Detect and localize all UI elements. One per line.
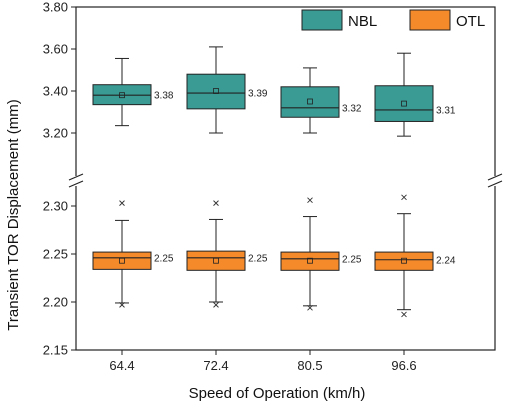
box-nbl-72.4: 3.39 bbox=[186, 46, 268, 134]
mean-marker bbox=[307, 98, 313, 105]
y-tick-label: 3.20 bbox=[43, 126, 68, 141]
axis-break-mark-left bbox=[68, 173, 84, 181]
x-axis-title: Speed of Operation (km/h) bbox=[189, 385, 366, 402]
x-axis: 64.4 72.4 80.5 96.6 bbox=[109, 350, 417, 373]
outlier-marker bbox=[401, 194, 407, 201]
y-tick-label: 2.30 bbox=[43, 199, 68, 214]
mean-marker bbox=[213, 88, 219, 94]
outlier-marker bbox=[307, 197, 313, 204]
box-body bbox=[92, 251, 152, 270]
median-data-label: 2.25 bbox=[154, 253, 174, 264]
outlier-marker bbox=[307, 304, 313, 311]
mean-marker bbox=[119, 257, 125, 264]
outlier-marker bbox=[119, 302, 125, 308]
upper-y-axis: 3.20 3.40 3.60 3.80 bbox=[43, 0, 76, 141]
y-tick-label: 3.60 bbox=[43, 42, 68, 57]
axis-break-gap-right bbox=[488, 176, 502, 186]
mean-marker bbox=[401, 257, 407, 264]
median-data-label: 3.38 bbox=[154, 91, 174, 102]
lower-y-axis: 2.15 2.20 2.25 2.30 bbox=[43, 199, 76, 358]
legend-swatch bbox=[409, 9, 451, 31]
mean-marker bbox=[119, 92, 125, 99]
median-data-label: 3.32 bbox=[342, 103, 362, 114]
y-tick-label: 3.40 bbox=[43, 84, 68, 99]
box-otl-72.4: 2.25 bbox=[186, 200, 268, 308]
axis-break-gap-left bbox=[69, 176, 83, 186]
mean-marker bbox=[401, 100, 407, 107]
axis-break-mark-left bbox=[68, 180, 84, 188]
box-body bbox=[374, 251, 434, 271]
legend-swatch bbox=[301, 9, 343, 31]
outlier-marker bbox=[213, 200, 219, 206]
series-otl: 2.25 2.25 2.25 2.24 bbox=[92, 194, 456, 318]
box-body bbox=[186, 250, 246, 271]
x-tick-label: 96.6 bbox=[391, 358, 416, 373]
box-body bbox=[374, 85, 434, 122]
x-tick-label: 72.4 bbox=[203, 358, 228, 373]
y-tick-label: 3.80 bbox=[43, 0, 68, 15]
median-data-label: 2.24 bbox=[436, 255, 456, 266]
outlier-marker bbox=[119, 200, 125, 206]
legend: NBL OTL bbox=[301, 9, 485, 31]
median-data-label: 2.25 bbox=[342, 254, 362, 265]
legend-entry-otl: OTL bbox=[409, 9, 485, 31]
box-otl-96.6: 2.24 bbox=[374, 194, 456, 318]
box-nbl-80.5: 3.32 bbox=[280, 67, 362, 134]
box-nbl-96.6: 3.31 bbox=[374, 52, 456, 137]
outlier-marker bbox=[401, 311, 407, 318]
plot-border bbox=[75, 6, 496, 351]
legend-label: NBL bbox=[348, 13, 377, 30]
median-data-label: 3.31 bbox=[436, 105, 456, 116]
axis-break-mark-right bbox=[487, 180, 503, 188]
legend-entry-nbl: NBL bbox=[301, 9, 377, 31]
box-series: 3.38 3.39 3.32 3.31 2.25 2.25 2.25 2.24 bbox=[92, 46, 456, 318]
box-otl-64.4: 2.25 bbox=[92, 200, 174, 308]
median-data-label: 2.25 bbox=[248, 253, 268, 264]
legend-label: OTL bbox=[456, 13, 485, 30]
box-body bbox=[280, 251, 340, 271]
y-axis-title: Transient TOR Displacement (mm) bbox=[5, 99, 22, 330]
box-otl-80.5: 2.25 bbox=[280, 197, 362, 311]
y-tick-label: 2.20 bbox=[43, 295, 68, 310]
axis-break-mark-right bbox=[487, 173, 503, 181]
median-data-label: 3.39 bbox=[248, 89, 268, 100]
y-tick-label: 2.15 bbox=[43, 343, 68, 358]
plot-frame bbox=[68, 6, 503, 351]
x-tick-label: 64.4 bbox=[109, 358, 134, 373]
box-body bbox=[186, 73, 246, 110]
outlier-marker bbox=[213, 302, 219, 308]
box-nbl-64.4: 3.38 bbox=[92, 57, 174, 127]
box-body bbox=[280, 86, 340, 118]
mean-marker bbox=[307, 257, 313, 264]
mean-marker bbox=[213, 257, 219, 264]
x-tick-label: 80.5 bbox=[297, 358, 322, 373]
y-tick-label: 2.25 bbox=[43, 247, 68, 262]
series-nbl: 3.38 3.39 3.32 3.31 bbox=[92, 46, 456, 137]
